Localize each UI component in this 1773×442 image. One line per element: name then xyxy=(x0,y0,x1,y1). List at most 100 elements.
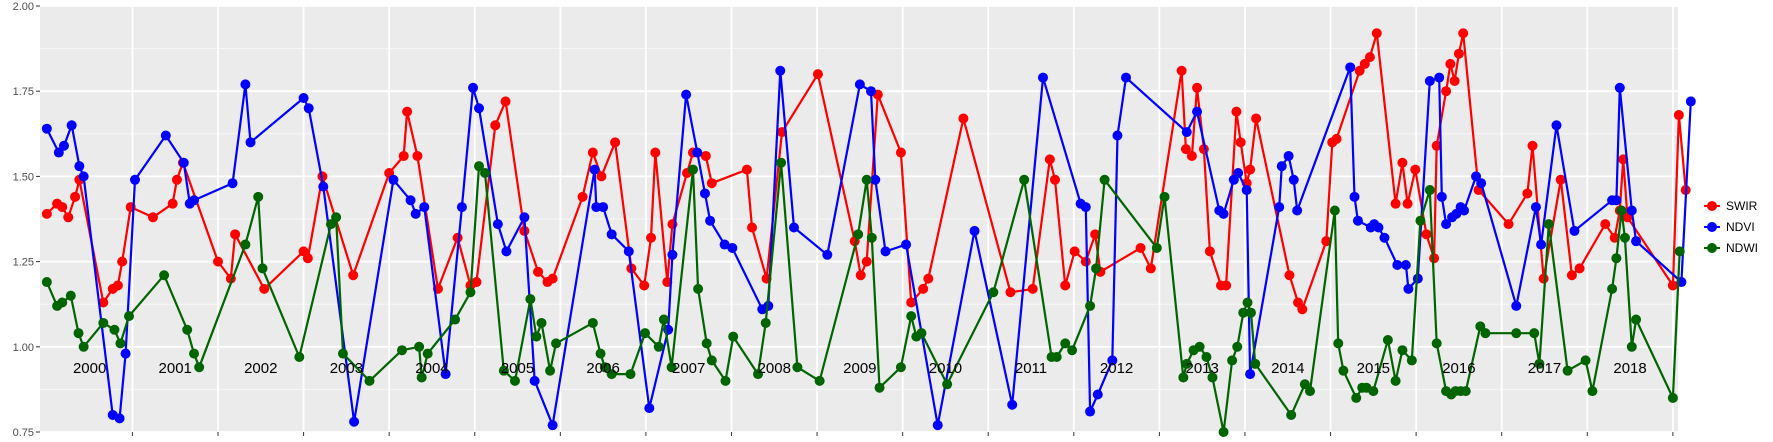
ndwi-point xyxy=(416,372,427,383)
ndwi-point xyxy=(792,362,803,373)
ndwi-point xyxy=(331,212,342,223)
ndvi-point xyxy=(129,174,140,185)
swir-point xyxy=(1410,164,1421,175)
ndwi-point xyxy=(536,317,547,328)
ndvi-point xyxy=(1274,202,1285,213)
ndwi-point xyxy=(1631,314,1642,325)
ndvi-point xyxy=(1288,174,1299,185)
ndvi-point xyxy=(1373,222,1384,233)
swir-point xyxy=(918,283,929,294)
swir-point xyxy=(1354,65,1365,76)
swir-point xyxy=(1441,86,1452,97)
ndvi-point xyxy=(160,130,171,141)
year-label: 2008 xyxy=(758,360,791,377)
ndwi-point xyxy=(1424,185,1435,196)
swir-point xyxy=(117,256,128,267)
ndvi-point xyxy=(623,246,634,257)
ndwi-point xyxy=(240,239,251,250)
swir-point xyxy=(402,106,413,117)
legend-label-swir: SWIR xyxy=(1726,199,1758,213)
year-label: 2010 xyxy=(929,360,962,377)
swir-point xyxy=(700,150,711,161)
ndvi-point xyxy=(1352,215,1363,226)
ndwi-point xyxy=(1397,345,1408,356)
swir-point xyxy=(147,212,158,223)
ndwi-point xyxy=(1534,358,1545,369)
ndwi-point xyxy=(1151,242,1162,253)
swir-point xyxy=(171,174,182,185)
ndwi-point xyxy=(942,379,953,390)
ndwi-point xyxy=(1201,352,1212,363)
ndvi-point xyxy=(1349,191,1360,202)
ndwi-point xyxy=(1619,232,1630,243)
ndvi-point xyxy=(865,86,876,97)
ndwi-point xyxy=(906,311,917,322)
ndvi-point xyxy=(1441,219,1452,230)
ndvi-point xyxy=(240,79,251,90)
swir-point xyxy=(1231,106,1242,117)
ndwi-point xyxy=(364,375,375,386)
legend-label-ndvi: NDVI xyxy=(1726,220,1755,234)
ndvi-point xyxy=(53,147,64,158)
swir-point xyxy=(1180,144,1191,155)
swir-point xyxy=(1527,140,1538,151)
ndvi-point xyxy=(589,164,600,175)
ndwi-point xyxy=(595,348,606,359)
ndwi-point xyxy=(861,174,872,185)
swir-point xyxy=(1574,263,1585,274)
swir-point xyxy=(259,283,270,294)
ndvi-point xyxy=(492,219,503,230)
swir-point xyxy=(741,164,752,175)
ndvi-point xyxy=(1233,167,1244,178)
ndwi-point xyxy=(988,287,999,298)
ndwi-point xyxy=(1159,191,1170,202)
ndwi-point xyxy=(189,348,200,359)
swir-point xyxy=(98,297,109,308)
ndwi-point xyxy=(1085,300,1096,311)
ndvi-point xyxy=(1037,72,1048,83)
ndwi-point xyxy=(606,369,617,380)
ndwi-point xyxy=(1286,409,1297,420)
ndwi-point xyxy=(874,382,885,393)
swir-point xyxy=(500,96,511,107)
ndvi-point xyxy=(1092,389,1103,400)
ndwi-point xyxy=(531,331,542,342)
ndwi-point xyxy=(57,297,68,308)
ndwi-point xyxy=(653,341,664,352)
ndvi-point xyxy=(1403,283,1414,294)
ndwi-point xyxy=(474,161,485,172)
swir-point xyxy=(747,222,758,233)
ndvi-point xyxy=(1400,260,1411,271)
swir-point xyxy=(958,113,969,124)
ndvi-point xyxy=(1345,62,1356,73)
ndwi-point xyxy=(1460,386,1471,397)
ndvi-point xyxy=(245,137,256,148)
ndwi-point xyxy=(658,314,669,325)
ndwi-point xyxy=(115,338,126,349)
ndvi-point xyxy=(1511,300,1522,311)
ndvi-point xyxy=(854,79,865,90)
ndvi-point xyxy=(727,242,738,253)
swir-point xyxy=(855,270,866,281)
ndvi-point xyxy=(932,420,943,431)
ndwi-point xyxy=(720,375,731,386)
swir-point xyxy=(1371,28,1382,39)
swir-point xyxy=(1297,304,1308,315)
ndwi-point xyxy=(625,369,636,380)
ndvi-point xyxy=(388,174,399,185)
ndvi-point xyxy=(1192,106,1203,117)
swir-point xyxy=(112,280,123,291)
ndvi-point xyxy=(1181,127,1192,138)
ndvi-point xyxy=(1424,75,1435,86)
ndvi-point xyxy=(969,225,980,236)
ndvi-point xyxy=(318,181,329,192)
ndwi-point xyxy=(159,270,170,281)
swir-point xyxy=(1402,198,1413,209)
ndwi-point xyxy=(1611,253,1622,264)
ndwi-point xyxy=(916,328,927,339)
ndvi-point xyxy=(114,413,125,424)
year-label: 2005 xyxy=(501,360,534,377)
ndwi-point xyxy=(41,277,52,288)
ndvi-point xyxy=(1471,171,1482,182)
ndvi-point xyxy=(1434,72,1445,83)
